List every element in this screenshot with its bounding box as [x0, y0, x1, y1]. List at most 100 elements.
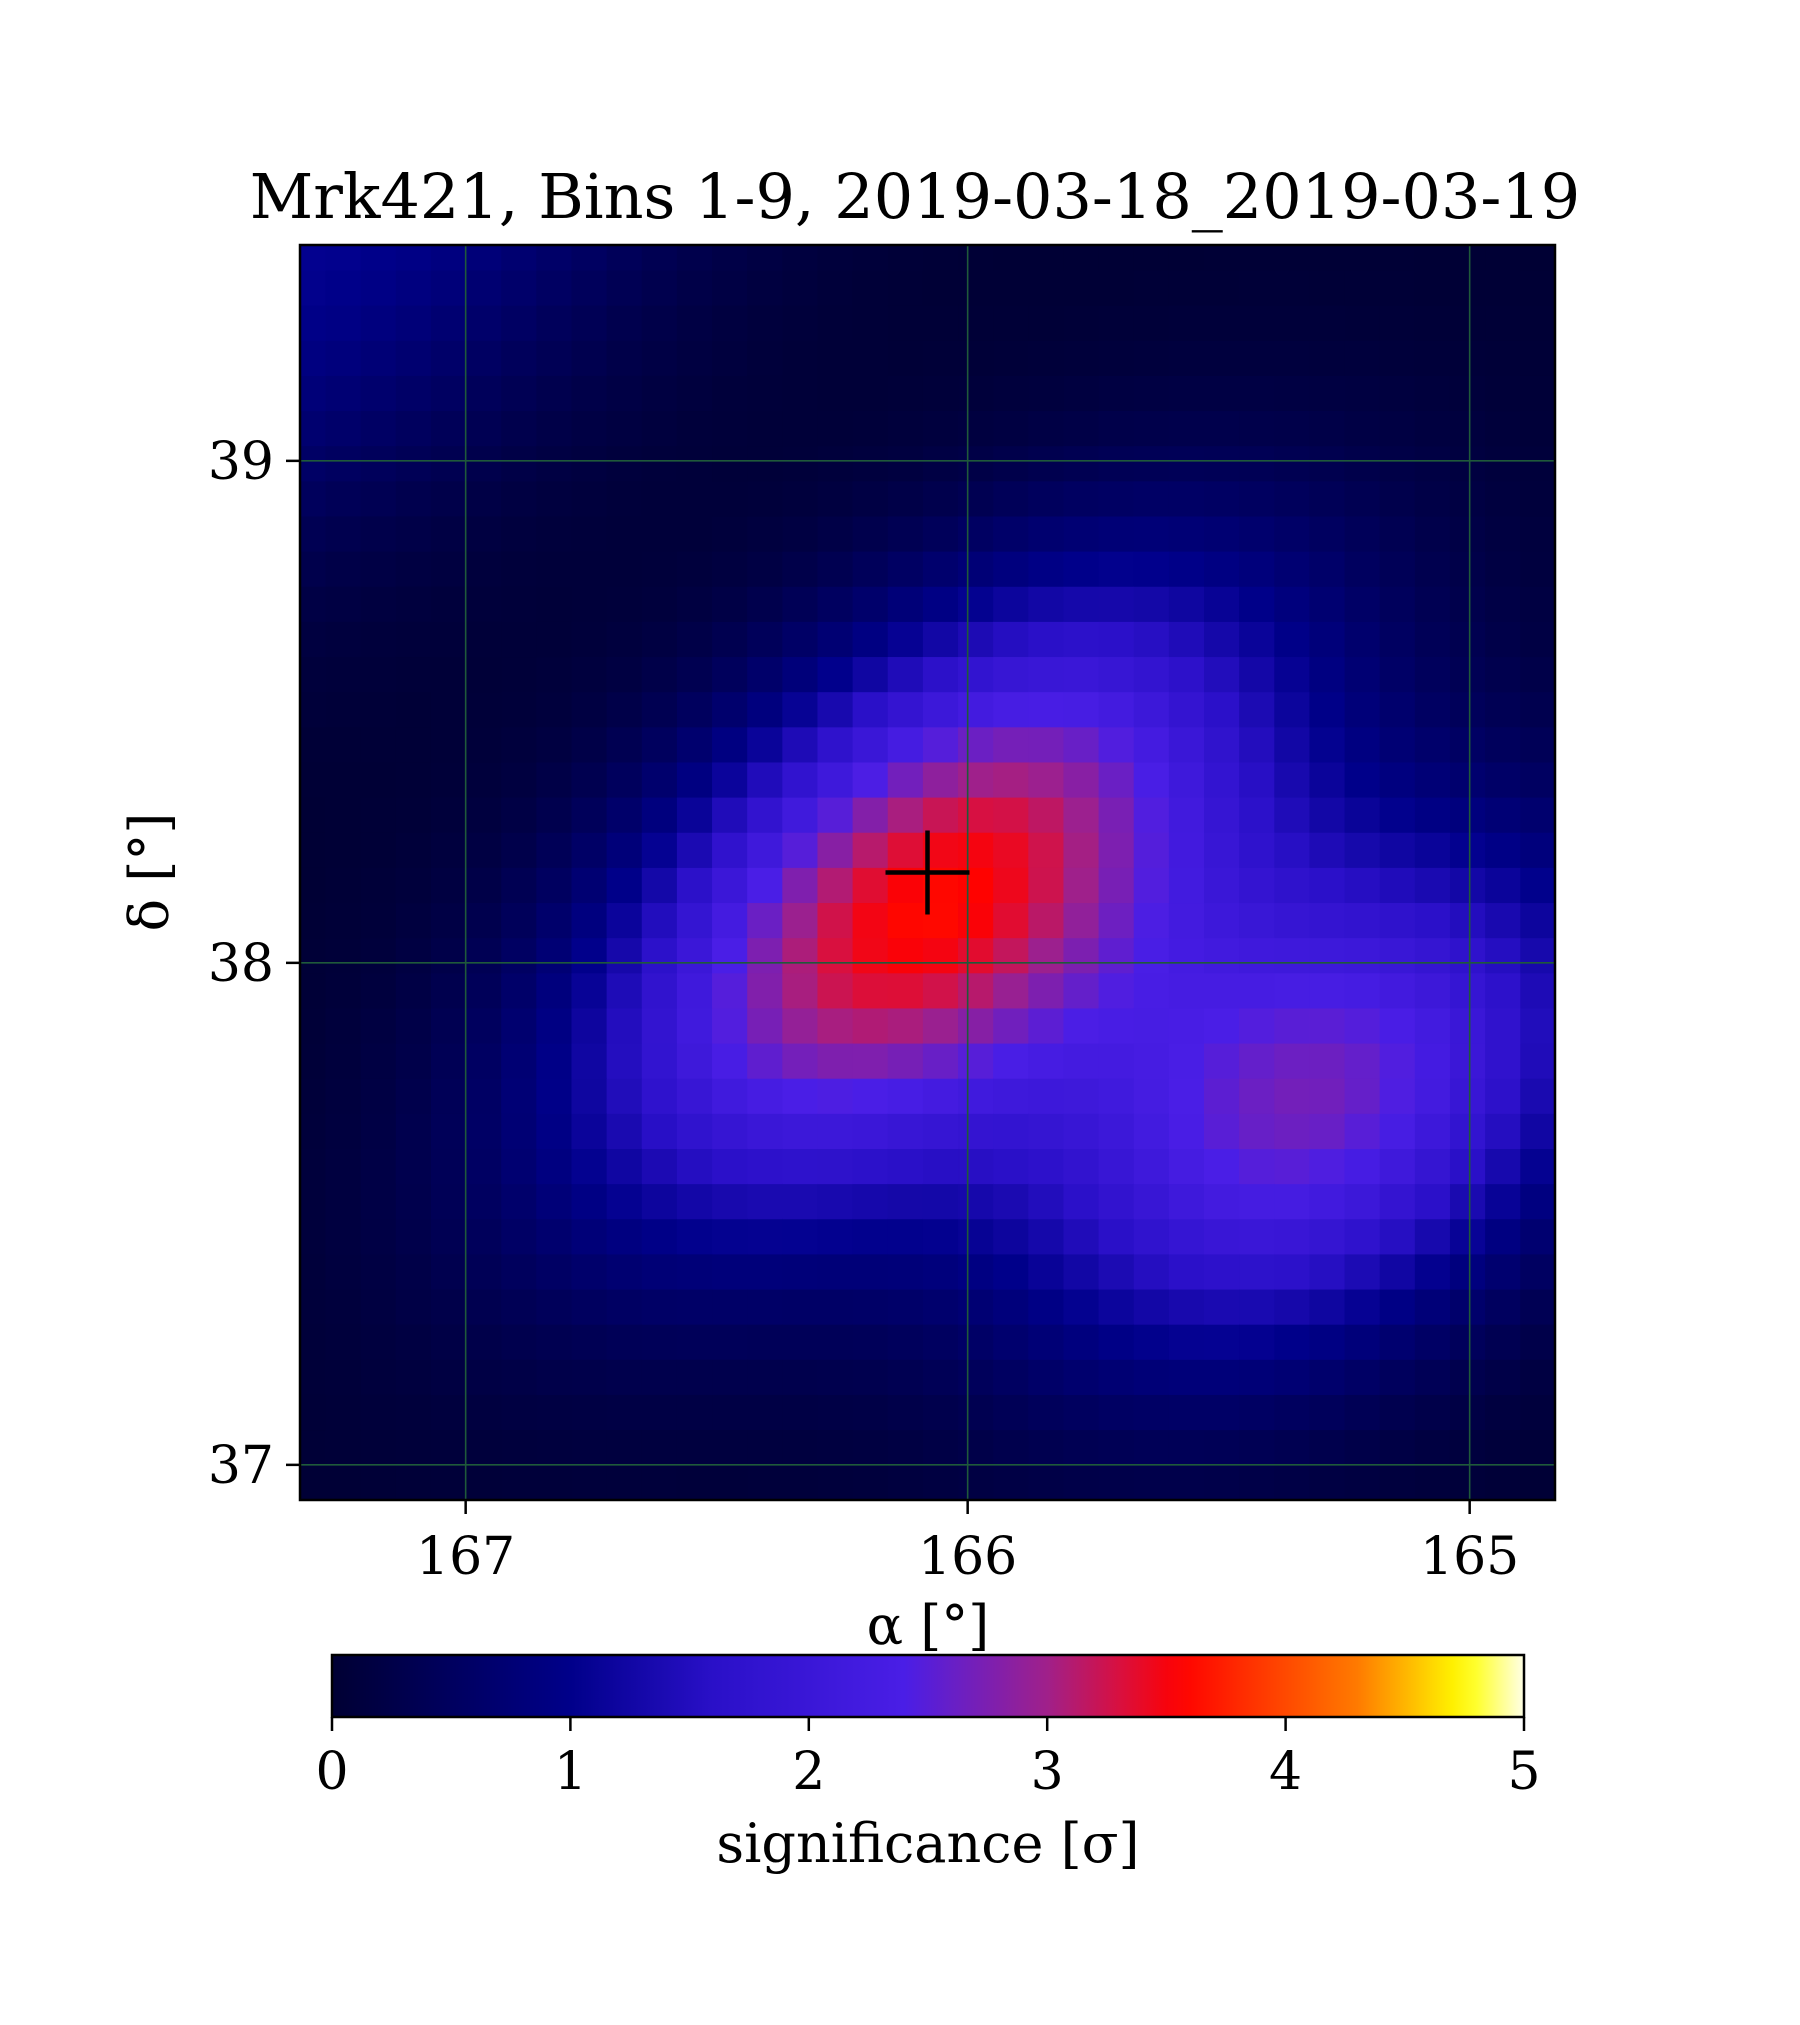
heatmap-cell	[465, 269, 502, 306]
heatmap-cell	[570, 1464, 607, 1500]
heatmap-cell	[816, 1429, 853, 1466]
heatmap-cell	[1027, 1218, 1064, 1255]
heatmap-cell	[1062, 269, 1099, 306]
heatmap-cell	[1449, 937, 1486, 974]
heatmap-cell	[254, 1218, 290, 1254]
heatmap-cell	[300, 585, 326, 622]
heatmap-cell	[500, 245, 537, 271]
heatmap-cell	[1484, 867, 1521, 904]
heatmap-cell	[500, 972, 537, 1009]
heatmap-cell	[1414, 515, 1450, 552]
heatmap-cell	[1519, 1323, 1555, 1360]
heatmap-cell	[1132, 796, 1169, 833]
heatmap-cell	[1168, 796, 1204, 833]
heatmap-cell	[886, 902, 923, 939]
heatmap-cell	[1203, 480, 1240, 517]
heatmap-cell	[1484, 1042, 1521, 1079]
colorbar-tick-label: 2	[792, 1742, 825, 1802]
heatmap-cell	[1027, 339, 1064, 376]
heatmap-cell	[394, 339, 431, 376]
heatmap-cell	[676, 867, 713, 904]
heatmap-cell	[1378, 550, 1415, 587]
heatmap-cell	[1273, 656, 1310, 693]
heatmap-cell	[1519, 1077, 1555, 1114]
heatmap-cell	[886, 269, 923, 306]
heatmap-cell	[1168, 691, 1204, 728]
heatmap-cell	[465, 937, 502, 974]
heatmap-cell	[746, 1464, 783, 1500]
heatmap-cell	[1203, 550, 1240, 587]
heatmap-cell	[746, 480, 783, 517]
heatmap-cell	[324, 902, 361, 939]
heatmap-cell	[605, 1113, 642, 1149]
heatmap-cell	[605, 304, 642, 341]
heatmap-cell	[886, 1113, 923, 1149]
heatmap-cell	[570, 1359, 607, 1395]
heatmap-cell	[1449, 902, 1486, 939]
heatmap-cell	[1168, 1394, 1204, 1431]
heatmap-cell	[851, 410, 888, 447]
y-axis-ticks: 37 38 39	[208, 432, 300, 1496]
heatmap-cell	[465, 1253, 502, 1290]
heatmap-cell	[1062, 1359, 1099, 1395]
heatmap-cell	[394, 445, 431, 482]
heatmap-cell	[1097, 1007, 1134, 1044]
heatmap-cell	[1449, 585, 1486, 622]
heatmap-cell	[957, 1323, 994, 1360]
heatmap-cell	[922, 972, 959, 1009]
heatmap-cell	[711, 726, 748, 763]
heatmap-cell	[1414, 1464, 1450, 1500]
heatmap-cell	[1027, 691, 1064, 728]
heatmap-cell	[1238, 1007, 1275, 1044]
heatmap-cell	[1238, 1323, 1275, 1360]
heatmap-cell	[430, 1077, 467, 1114]
heatmap-cell	[254, 832, 290, 868]
heatmap-cell	[324, 831, 361, 868]
heatmap-cell	[1449, 1359, 1486, 1395]
heatmap-cell	[570, 1288, 607, 1325]
heatmap-cell	[1414, 480, 1450, 517]
heatmap-cells	[254, 245, 1555, 1500]
heatmap-cell	[1449, 1464, 1486, 1500]
heatmap-cell	[1378, 902, 1415, 939]
heatmap-cell	[465, 1113, 502, 1149]
heatmap-cell	[1519, 621, 1555, 658]
heatmap-cell	[1414, 1253, 1450, 1290]
heatmap-cell	[430, 902, 467, 939]
heatmap-cell	[535, 375, 572, 412]
heatmap-cell	[1238, 410, 1275, 447]
heatmap-cell	[1132, 515, 1169, 552]
heatmap-cell	[1519, 1113, 1555, 1149]
heatmap-cell	[746, 1288, 783, 1325]
heatmap-cell	[746, 515, 783, 552]
heatmap-cell	[430, 656, 467, 693]
heatmap-cell	[676, 796, 713, 833]
heatmap-cell	[1027, 1394, 1064, 1431]
heatmap-cell	[465, 867, 502, 904]
heatmap-cell	[1168, 1007, 1204, 1044]
heatmap-cell	[1238, 480, 1275, 517]
heatmap-cell	[1484, 761, 1521, 798]
heatmap-cell	[957, 1394, 994, 1431]
heatmap-cell	[851, 245, 888, 271]
heatmap-cell	[1168, 410, 1204, 447]
heatmap-cell	[957, 445, 994, 482]
heatmap-cell	[1168, 621, 1204, 658]
heatmap-cell	[1414, 621, 1450, 658]
heatmap-cell	[781, 972, 818, 1009]
heatmap-cell	[781, 1042, 818, 1079]
heatmap-cell	[1519, 375, 1555, 412]
heatmap-cell	[1414, 902, 1450, 939]
heatmap-cell	[1132, 656, 1169, 693]
heatmap-cell	[886, 245, 923, 271]
heatmap-cell	[570, 867, 607, 904]
heatmap-cell	[1378, 1183, 1415, 1220]
heatmap-cell	[254, 1078, 290, 1114]
heatmap-cell	[605, 410, 642, 447]
heatmap-cell	[394, 585, 431, 622]
heatmap-cell	[1449, 1429, 1486, 1466]
heatmap-cell	[500, 761, 537, 798]
heatmap-cell	[605, 269, 642, 306]
heatmap-cell	[640, 1113, 677, 1149]
heatmap-cell	[886, 550, 923, 587]
